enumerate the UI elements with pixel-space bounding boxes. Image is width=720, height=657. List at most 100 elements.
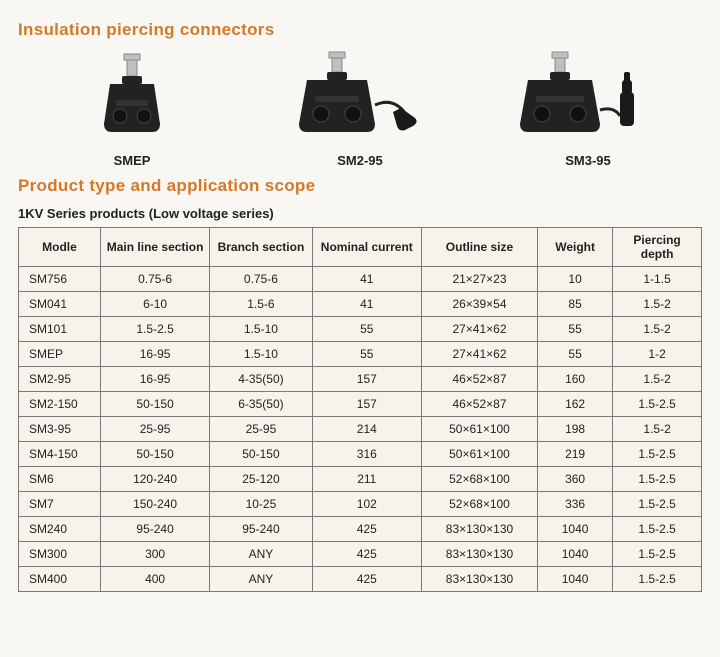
spec-table: Modle Main line section Branch section N… [18, 227, 702, 592]
table-cell: 1.5-2.5 [613, 492, 702, 517]
table-row: SM300300ANY42583×130×13010401.5-2.5 [19, 542, 702, 567]
product-image-row: SMEP SM2-95 [18, 50, 702, 168]
table-cell: 16-95 [100, 342, 209, 367]
table-cell: 50-150 [100, 442, 209, 467]
table-cell: SMEP [19, 342, 101, 367]
table-cell: SM101 [19, 317, 101, 342]
table-cell: SM6 [19, 467, 101, 492]
table-cell: 1040 [538, 567, 613, 592]
section-title-connectors: Insulation piercing connectors [18, 20, 702, 40]
table-row: SM7150-24010-2510252×68×1003361.5-2.5 [19, 492, 702, 517]
table-cell: 120-240 [100, 467, 209, 492]
table-cell: 83×130×130 [421, 517, 537, 542]
table-cell: ANY [210, 542, 312, 567]
table-cell: 157 [312, 367, 421, 392]
table-cell: 425 [312, 517, 421, 542]
table-cell: 102 [312, 492, 421, 517]
table-cell: 336 [538, 492, 613, 517]
table-cell: 50×61×100 [421, 417, 537, 442]
col-header-outline: Outline size [421, 228, 537, 267]
table-cell: 1.5-10 [210, 342, 312, 367]
table-cell: 360 [538, 467, 613, 492]
col-header-branch: Branch section [210, 228, 312, 267]
table-cell: 1.5-2 [613, 317, 702, 342]
table-row: SM24095-24095-24042583×130×13010401.5-2.… [19, 517, 702, 542]
table-cell: 300 [100, 542, 209, 567]
table-cell: 10-25 [210, 492, 312, 517]
table-cell: 52×68×100 [421, 467, 537, 492]
table-cell: 1.5-2.5 [613, 542, 702, 567]
table-cell: 1.5-2.5 [100, 317, 209, 342]
table-header-row: Modle Main line section Branch section N… [19, 228, 702, 267]
table-cell: 425 [312, 567, 421, 592]
table-row: SM2-9516-954-35(50)15746×52×871601.5-2 [19, 367, 702, 392]
table-cell: 10 [538, 267, 613, 292]
table-cell: 46×52×87 [421, 392, 537, 417]
col-header-weight: Weight [538, 228, 613, 267]
col-header-model: Modle [19, 228, 101, 267]
product-item-smep: SMEP [32, 50, 232, 168]
table-cell: 214 [312, 417, 421, 442]
table-cell: 316 [312, 442, 421, 467]
table-cell: 27×41×62 [421, 317, 537, 342]
table-cell: 85 [538, 292, 613, 317]
table-cell: 46×52×87 [421, 367, 537, 392]
table-cell: 1.5-2 [613, 367, 702, 392]
table-cell: SM041 [19, 292, 101, 317]
table-row: SM400400ANY42583×130×13010401.5-2.5 [19, 567, 702, 592]
table-cell: 6-10 [100, 292, 209, 317]
table-cell: 25-120 [210, 467, 312, 492]
product-label-sm2-95: SM2-95 [260, 153, 460, 168]
table-cell: 26×39×54 [421, 292, 537, 317]
table-cell: 55 [538, 317, 613, 342]
table-cell: 160 [538, 367, 613, 392]
table-row: SM7560.75-60.75-64121×27×23101-1.5 [19, 267, 702, 292]
table-cell: SM2-150 [19, 392, 101, 417]
table-cell: 1.5-2 [613, 417, 702, 442]
connector-icon-sm3-95 [508, 50, 668, 145]
table-cell: 1-2 [613, 342, 702, 367]
table-cell: 0.75-6 [210, 267, 312, 292]
table-cell: 52×68×100 [421, 492, 537, 517]
table-cell: 1.5-2.5 [613, 442, 702, 467]
table-cell: 50-150 [210, 442, 312, 467]
connector-icon-sm2-95 [285, 50, 435, 145]
table-cell: 1.5-2.5 [613, 467, 702, 492]
table-cell: 55 [538, 342, 613, 367]
table-cell: 41 [312, 292, 421, 317]
table-cell: 16-95 [100, 367, 209, 392]
table-cell: 25-95 [100, 417, 209, 442]
table-cell: 1.5-10 [210, 317, 312, 342]
table-cell: 1-1.5 [613, 267, 702, 292]
table-cell: 0.75-6 [100, 267, 209, 292]
table-cell: 400 [100, 567, 209, 592]
product-item-sm3-95: SM3-95 [488, 50, 688, 168]
product-label-sm3-95: SM3-95 [488, 153, 688, 168]
col-header-depth: Piercing depth [613, 228, 702, 267]
table-cell: 6-35(50) [210, 392, 312, 417]
table-cell: SM300 [19, 542, 101, 567]
connector-icon-smep [82, 50, 182, 145]
table-cell: SM400 [19, 567, 101, 592]
product-item-sm2-95: SM2-95 [260, 50, 460, 168]
table-cell: 55 [312, 342, 421, 367]
table-cell: 1.5-2 [613, 292, 702, 317]
table-cell: 83×130×130 [421, 542, 537, 567]
table-cell: 1040 [538, 542, 613, 567]
table-cell: SM4-150 [19, 442, 101, 467]
table-row: SMEP16-951.5-105527×41×62551-2 [19, 342, 702, 367]
table-cell: SM2-95 [19, 367, 101, 392]
table-cell: 95-240 [210, 517, 312, 542]
table-cell: SM240 [19, 517, 101, 542]
table-cell: SM3-95 [19, 417, 101, 442]
table-cell: 1.5-6 [210, 292, 312, 317]
table-cell: 162 [538, 392, 613, 417]
table-cell: 198 [538, 417, 613, 442]
table-row: SM2-15050-1506-35(50)15746×52×871621.5-2… [19, 392, 702, 417]
table-cell: 95-240 [100, 517, 209, 542]
table-cell: ANY [210, 567, 312, 592]
sub-heading-1kv: 1KV Series products (Low voltage series) [18, 206, 702, 221]
table-row: SM4-15050-15050-15031650×61×1002191.5-2.… [19, 442, 702, 467]
table-cell: 50-150 [100, 392, 209, 417]
table-cell: 50×61×100 [421, 442, 537, 467]
